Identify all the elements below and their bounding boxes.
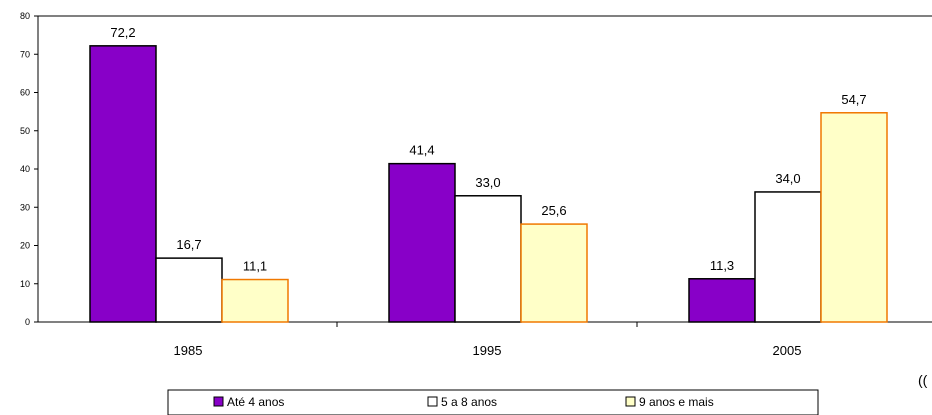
value-labels-group: 72,2 41,4 11,3 16,7 33,0 34,0 11,1 25,6 54,7 [110, 25, 866, 274]
y-tick-label: 20 [20, 241, 30, 251]
legend-swatch [625, 396, 636, 407]
bar [155, 257, 223, 323]
y-tick-label: 40 [20, 164, 30, 174]
x-axis-ticks: 1985 1995 2005 [174, 322, 802, 358]
legend-swatch [427, 396, 438, 407]
legend-label: Até 4 anos [227, 395, 284, 409]
data-label: 54,7 [841, 92, 866, 107]
legend-box [167, 389, 819, 415]
data-label: 25,6 [541, 203, 566, 218]
x-tick-label: 1985 [174, 343, 203, 358]
y-tick-label: 80 [20, 11, 30, 21]
bar [221, 278, 289, 323]
data-label: 34,0 [775, 171, 800, 186]
legend-label: 5 a 8 anos [441, 395, 497, 409]
x-tick-label: 1995 [473, 343, 502, 358]
data-label: 11,3 [710, 258, 734, 273]
data-label: 72,2 [110, 25, 135, 40]
data-label: 33,0 [475, 175, 500, 190]
y-tick-label: 10 [20, 279, 30, 289]
bar [520, 223, 588, 323]
y-tick-label: 50 [20, 126, 30, 136]
bar [89, 45, 157, 323]
y-tick-label: 0 [25, 317, 30, 327]
legend: Até 4 anos 5 a 8 anos 9 anos e mais [167, 389, 819, 415]
bar [754, 191, 822, 323]
bars-group [89, 45, 888, 323]
y-tick-label: 30 [20, 202, 30, 212]
y-tick-label: 60 [20, 88, 30, 98]
data-label: 11,1 [243, 259, 267, 274]
legend-label: 9 anos e mais [639, 395, 714, 409]
bar [454, 195, 522, 323]
y-tick-label: 70 [20, 49, 30, 59]
data-label: 41,4 [409, 143, 434, 158]
bar [388, 162, 456, 323]
data-label: 16,7 [176, 237, 201, 252]
side-note: (( [918, 372, 928, 388]
y-axis-ticks: 0 10 20 30 40 50 60 70 80 [20, 11, 38, 327]
legend-swatch [213, 396, 224, 407]
bar [820, 112, 888, 323]
x-tick-label: 2005 [773, 343, 802, 358]
bar [688, 278, 756, 323]
